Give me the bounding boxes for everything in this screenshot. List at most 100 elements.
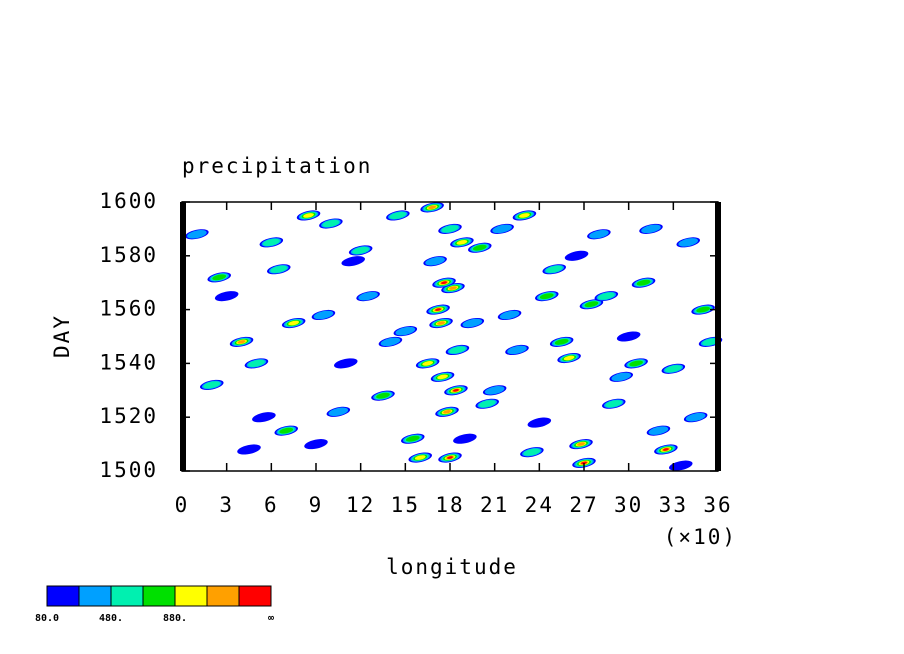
contour-fill	[507, 345, 527, 355]
contour-cell	[602, 398, 626, 409]
contour-cell	[542, 264, 566, 275]
contour-fill	[341, 256, 365, 267]
plot-area	[185, 202, 723, 471]
contour-cell	[348, 245, 373, 256]
contour-fill	[581, 461, 587, 465]
contour-cell	[415, 358, 440, 369]
contour-cell	[453, 433, 477, 444]
contour-fill	[425, 256, 445, 266]
contour-fill	[435, 308, 442, 311]
contour-cell	[207, 272, 231, 283]
contour-fill	[678, 238, 699, 247]
contour-cell	[432, 277, 456, 288]
contour-cell	[549, 336, 574, 347]
contour-fill	[443, 410, 451, 414]
contour-fill	[685, 412, 706, 422]
contour-fill	[648, 426, 669, 435]
contour-cell	[200, 379, 224, 390]
contour-fill	[696, 306, 710, 313]
x-tick-label: 33	[659, 493, 688, 517]
contour-cell	[371, 390, 395, 401]
contour-fill	[389, 211, 407, 220]
contour-fill	[380, 337, 401, 347]
x-tick-label: 18	[435, 493, 464, 517]
contour-fill	[484, 386, 505, 395]
contour-fill	[584, 301, 599, 308]
contour-cell	[259, 237, 284, 248]
contour-cell	[676, 237, 700, 248]
x-tick-label: 27	[569, 493, 598, 517]
colorbar-box	[238, 585, 272, 607]
contour-fill	[523, 448, 541, 456]
contour-cell	[661, 363, 686, 374]
contour-fill	[589, 230, 609, 239]
contour-fill	[636, 279, 651, 286]
contour-cell	[311, 309, 336, 321]
contour-cell	[594, 291, 619, 302]
y-tick-label: 1500	[99, 458, 158, 482]
right-border	[715, 202, 721, 471]
contour-fill	[597, 292, 615, 300]
contour-cell	[430, 371, 455, 382]
contour-cell	[564, 250, 589, 261]
contour-fill	[270, 265, 288, 273]
contour-fill	[358, 291, 378, 301]
contour-fill	[395, 326, 416, 336]
x-tick-label: 15	[391, 493, 420, 517]
contour-fill	[577, 442, 585, 446]
contour-cell	[426, 304, 450, 315]
contour-cell	[490, 223, 514, 234]
contour-cell	[429, 317, 453, 329]
contour-fill	[605, 400, 623, 408]
y-tick-label: 1540	[99, 350, 158, 374]
contour-fill	[554, 338, 569, 345]
contour-cell	[274, 425, 298, 436]
contour-cell	[244, 358, 269, 369]
contour-fill	[328, 407, 349, 417]
contour-fill	[702, 338, 719, 346]
contour-cell	[438, 452, 462, 463]
contour-fill	[611, 372, 632, 382]
contour-cell	[267, 264, 291, 275]
contour-cell	[512, 210, 537, 221]
contour-fill	[405, 435, 420, 442]
contour-cell	[341, 256, 365, 267]
contour-fill	[456, 239, 468, 245]
x-tick-label: 21	[480, 493, 509, 517]
contour-fill	[662, 448, 669, 451]
colorbar-box	[206, 585, 240, 607]
left-border	[180, 202, 186, 471]
x-tick-label: 3	[219, 493, 234, 517]
contour-fill	[187, 230, 207, 239]
contour-cell	[475, 398, 499, 409]
colorbar-box	[174, 585, 208, 607]
contour-fill	[629, 360, 643, 367]
contour-fill	[212, 274, 227, 281]
contour-fill	[437, 321, 445, 325]
contour-fill	[449, 286, 457, 290]
contour-fill	[422, 361, 434, 366]
contour-cell	[609, 371, 633, 382]
contour-fill	[539, 293, 554, 300]
colorbar-label: 880.	[163, 613, 187, 624]
contour-fill	[304, 439, 328, 450]
contour-cell	[229, 336, 254, 347]
contour-fill	[428, 205, 437, 210]
contour-cell	[304, 439, 328, 450]
contour-fill	[441, 281, 447, 285]
contour-fill	[237, 444, 261, 455]
contour-cell	[281, 317, 306, 329]
contour-cell	[569, 439, 593, 450]
contour-fill	[352, 246, 370, 255]
contour-cell	[319, 218, 343, 229]
contour-cell	[214, 291, 239, 302]
contour-fill	[334, 358, 358, 369]
y-tick-label: 1520	[99, 404, 158, 428]
contour-cell	[326, 406, 351, 417]
contour-fill	[279, 427, 294, 434]
colorbar-label: 480.	[99, 613, 123, 624]
contour-cell	[646, 425, 671, 436]
contour-fill	[437, 374, 448, 380]
contour-cell	[444, 385, 468, 396]
contour-fill	[203, 381, 221, 389]
